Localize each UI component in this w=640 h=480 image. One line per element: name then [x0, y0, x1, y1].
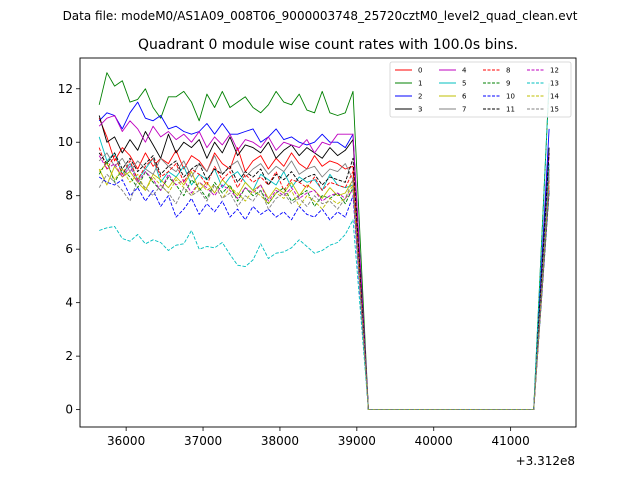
x-tick-label: 37000 [184, 434, 222, 448]
legend-label-1: 1 [418, 80, 422, 88]
legend-label-6: 6 [462, 93, 467, 101]
x-tick-label: 40000 [415, 434, 453, 448]
x-axis: 36000 37000 38000 39000 40000 41000 [107, 427, 530, 448]
y-tick-label: 8 [65, 189, 73, 203]
x-tick-label: 38000 [261, 434, 299, 448]
legend-label-15: 15 [550, 106, 559, 114]
legend-label-4: 4 [462, 67, 467, 75]
legend-label-2: 2 [418, 93, 422, 101]
y-tick-label: 0 [65, 403, 73, 417]
y-tick-label: 2 [65, 349, 73, 363]
series-line-12 [98, 155, 550, 411]
y-tick-label: 12 [58, 82, 73, 96]
legend-label-12: 12 [550, 67, 559, 75]
x-offset-label: +3.312e8 [516, 454, 575, 468]
plot-frame [79, 57, 577, 428]
legend-label-0: 0 [418, 67, 422, 75]
series-line-1 [98, 72, 550, 411]
x-tick-label: 36000 [107, 434, 145, 448]
series-line-6 [98, 165, 550, 411]
legend-label-11: 11 [506, 106, 515, 114]
legend-label-10: 10 [506, 93, 515, 101]
legend-label-9: 9 [506, 80, 510, 88]
y-tick-label: 4 [65, 296, 73, 310]
series-line-3 [98, 115, 550, 411]
series-line-4 [98, 115, 550, 411]
series-line-7 [98, 152, 550, 411]
series-line-8 [98, 147, 550, 411]
y-axis: 0 2 4 6 8 10 12 [58, 82, 80, 417]
series-line-11 [98, 152, 550, 411]
y-tick-label: 10 [58, 135, 73, 149]
legend-label-3: 3 [418, 106, 422, 114]
series-line-2 [98, 101, 550, 411]
legend-label-14: 14 [550, 93, 559, 101]
series-line-10 [98, 176, 550, 411]
y-tick-label: 6 [65, 242, 73, 256]
series-line-0 [98, 118, 550, 411]
x-tick-label: 41000 [492, 434, 530, 448]
series-line-14 [98, 163, 550, 411]
chart-title: Quadrant 0 module wise count rates with … [138, 37, 518, 53]
series-line-15 [98, 173, 550, 411]
legend-label-5: 5 [462, 80, 466, 88]
chart-suptitle: Data file: modeM0/AS1A09_008T06_90000037… [63, 9, 578, 23]
legend-label-13: 13 [550, 80, 559, 88]
series-layer [98, 72, 550, 411]
series-line-13 [99, 83, 550, 411]
legend-label-7: 7 [462, 106, 466, 114]
x-tick-label: 39000 [338, 434, 376, 448]
legend-box [389, 61, 572, 118]
legend-label-8: 8 [506, 67, 510, 75]
